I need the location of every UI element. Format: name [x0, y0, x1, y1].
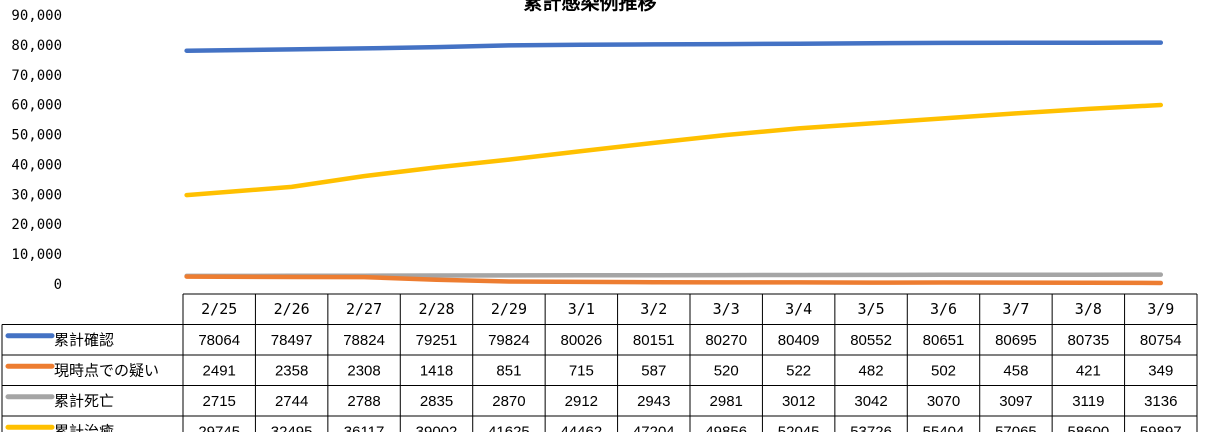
data-label: 3070: [927, 393, 960, 410]
x-tick-label: 2/28: [418, 300, 454, 318]
data-table: 2/25 2/26 2/27 2/28 2/29 3/1 3/2 3/3 3/4 3/5 3/6 3/…: [1, 293, 1198, 432]
legend-label: 累計確認: [54, 331, 114, 349]
data-label: 421: [1076, 362, 1101, 379]
data-label: 49856: [705, 423, 747, 432]
data-label: 2981: [710, 393, 743, 410]
data-label: 3012: [782, 393, 815, 410]
x-tick-label: 2/26: [274, 300, 310, 318]
data-label: 39002: [416, 423, 458, 432]
y-tick-label: 0: [54, 277, 62, 293]
x-tick-label: 2/29: [491, 300, 527, 318]
y-tick-label: 20,000: [11, 217, 62, 233]
data-label: 715: [569, 362, 594, 379]
data-label: 851: [496, 362, 521, 379]
y-tick-label: 30,000: [11, 187, 62, 203]
x-tick-label: 3/9: [1147, 300, 1174, 318]
data-label: 587: [641, 362, 666, 379]
data-label: 80695: [995, 332, 1037, 349]
data-label: 29745: [198, 423, 240, 432]
legend-label: 累計治癒: [54, 422, 114, 432]
data-label: 2943: [637, 393, 670, 410]
x-tick-label: 2/27: [346, 300, 382, 318]
legend-label: 累計死亡: [54, 392, 114, 410]
data-label: 3136: [1144, 393, 1177, 410]
data-label: 78497: [271, 332, 313, 349]
data-label: 78824: [343, 332, 385, 349]
data-label: 80409: [778, 332, 820, 349]
data-label: 47204: [633, 423, 675, 432]
x-tick-label: 3/1: [568, 300, 595, 318]
data-label: 458: [1003, 362, 1028, 379]
data-label: 55404: [923, 423, 965, 432]
plot-lines: [184, 40, 1164, 286]
data-label: 2744: [275, 393, 308, 410]
series-line-3: [184, 102, 1164, 198]
data-label: 52045: [778, 423, 820, 432]
data-label: 79251: [416, 332, 458, 349]
data-label: 57065: [995, 423, 1037, 432]
data-label: 80151: [633, 332, 675, 349]
y-tick-label: 50,000: [11, 128, 62, 144]
data-label: 2835: [420, 393, 453, 410]
data-label: 482: [859, 362, 884, 379]
x-tick-label: 3/8: [1075, 300, 1102, 318]
data-label: 80552: [850, 332, 892, 349]
series-line-0: [184, 40, 1164, 53]
y-tick-label: 80,000: [11, 38, 62, 54]
data-label: 2715: [203, 393, 236, 410]
x-tick-label: 3/5: [858, 300, 885, 318]
data-label: 32495: [271, 423, 313, 432]
data-label: 3097: [999, 393, 1032, 410]
x-tick-label: 3/2: [640, 300, 667, 318]
data-label: 80735: [1067, 332, 1109, 349]
x-tick-label: 3/3: [713, 300, 740, 318]
x-tick-label: 3/6: [930, 300, 957, 318]
data-label: 1418: [420, 362, 453, 379]
data-label: 36117: [344, 423, 385, 432]
y-tick-label: 10,000: [11, 247, 62, 263]
chart-title: 累計感染例推移: [523, 0, 656, 14]
data-label: 2912: [565, 393, 598, 410]
x-tick-label: 2/25: [201, 300, 237, 318]
data-label: 80651: [923, 332, 965, 349]
data-label: 53726: [850, 423, 892, 432]
data-label: 80754: [1140, 332, 1182, 349]
data-label: 78064: [198, 332, 240, 349]
data-label: 2491: [203, 362, 236, 379]
data-label: 2308: [347, 362, 380, 379]
data-label: 522: [786, 362, 811, 379]
data-label: 2788: [347, 393, 380, 410]
data-label: 349: [1148, 362, 1173, 379]
data-label: 520: [714, 362, 739, 379]
data-label: 3042: [854, 393, 887, 410]
data-label: 3119: [1072, 393, 1104, 410]
y-axis: 0 10,000 20,000 30,000 40,000 50,000 60,000 70,…: [11, 8, 62, 293]
data-label: 2870: [492, 393, 525, 410]
y-tick-label: 90,000: [11, 8, 62, 24]
y-tick-label: 40,000: [11, 157, 62, 173]
data-label: 58600: [1067, 423, 1109, 432]
x-tick-label: 3/7: [1002, 300, 1029, 318]
y-tick-label: 70,000: [11, 68, 62, 84]
x-tick-label: 3/4: [785, 300, 812, 318]
data-label: 59897: [1140, 423, 1182, 432]
data-label: 502: [931, 362, 956, 379]
legend-label: 現時点での疑い: [54, 361, 159, 379]
data-label: 80026: [560, 332, 602, 349]
series-line-1: [184, 274, 1164, 286]
data-label: 80270: [705, 332, 747, 349]
data-label: 2358: [275, 362, 308, 379]
data-label: 41625: [488, 423, 530, 432]
y-tick-label: 60,000: [11, 98, 62, 114]
data-label: 44462: [560, 423, 602, 432]
data-label: 79824: [488, 332, 530, 349]
